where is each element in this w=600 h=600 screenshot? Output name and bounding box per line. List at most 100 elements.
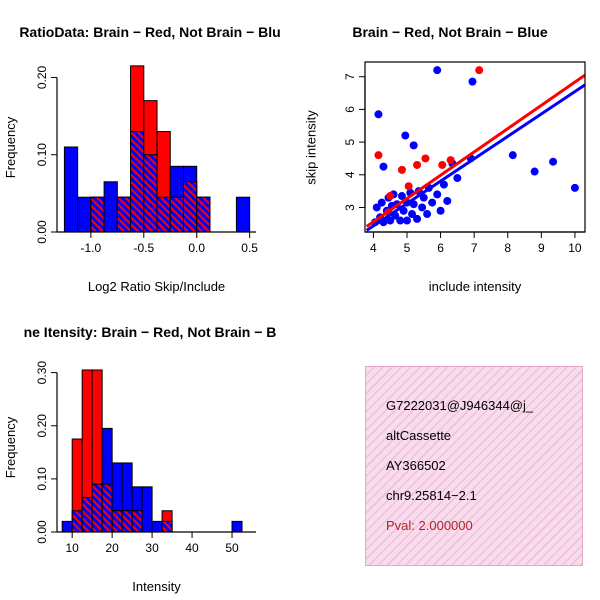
info-line-accession: AY366502 xyxy=(386,458,446,473)
scatter-points xyxy=(374,66,484,217)
y-tick-label: 5 xyxy=(343,138,357,145)
x-axis: -1.0 -0.5 0.0 0.5 xyxy=(57,231,258,255)
hist-ratio-plot: -1.0 -0.5 0.0 0.5 0.00 0.10 0.20 xyxy=(35,65,258,255)
hist-bar-overlap xyxy=(101,483,113,533)
x-tick-label: 10 xyxy=(568,241,582,255)
hist-bar-overlap xyxy=(143,154,158,233)
data-point xyxy=(374,110,383,119)
x-axis: 4 5 6 7 8 9 10 xyxy=(365,231,585,255)
hist-bar-blue xyxy=(235,196,251,233)
data-point xyxy=(396,216,405,225)
hist-intensity-plot: 10 20 30 40 50 0.00 0.10 0.20 0.30 xyxy=(35,361,256,555)
data-point xyxy=(549,157,558,166)
data-point xyxy=(468,77,477,86)
data-point xyxy=(402,216,411,225)
x-tick-label: 5 xyxy=(404,241,411,255)
y-tick-label: 7 xyxy=(343,73,357,80)
data-point xyxy=(386,192,395,201)
hist-ratio-title: RatioData: Brain − Red, Not Brain − Blu xyxy=(19,24,281,40)
data-point xyxy=(377,198,386,207)
x-tick-label: 0.5 xyxy=(241,241,258,255)
not-brain-fit xyxy=(365,83,585,232)
histogram-bars xyxy=(63,65,251,233)
data-point xyxy=(443,196,452,205)
scatter-title: Brain − Red, Not Brain − Blue xyxy=(352,24,548,40)
data-point xyxy=(433,190,442,199)
x-tick-label: 50 xyxy=(225,541,239,555)
data-point xyxy=(453,174,462,183)
fit-lines xyxy=(365,73,585,232)
histogram-bars xyxy=(61,369,243,533)
data-point xyxy=(418,203,427,212)
panel-scatter: Brain − Red, Not Brain − Blue skip inten… xyxy=(300,0,600,300)
x-tick-label: 6 xyxy=(437,241,444,255)
hist-bar-overlap xyxy=(81,496,93,533)
x-tick-label: 0.0 xyxy=(188,241,205,255)
scatter-plot: 4 5 6 7 8 9 10 3 4 5 6 7 xyxy=(343,61,586,255)
info-line-locus: chr9.25814−2.1 xyxy=(386,488,477,503)
y-tick-label: 0.00 xyxy=(35,520,49,544)
panel-hist-ratio: RatioData: Brain − Red, Not Brain − Blu … xyxy=(0,0,300,300)
x-tick-label: 20 xyxy=(105,541,119,555)
hist-bar-overlap xyxy=(156,196,171,233)
hist-intensity-x-axis-label: Intensity xyxy=(132,579,181,594)
hist-bar-blue xyxy=(151,520,163,533)
data-point xyxy=(409,200,418,209)
hist-bar-overlap xyxy=(130,131,145,233)
x-tick-label: -0.5 xyxy=(133,241,154,255)
data-point xyxy=(508,151,517,160)
hist-bar-overlap xyxy=(116,196,132,233)
hist-ratio-x-axis-label: Log2 Ratio Skip/Include xyxy=(87,279,226,294)
y-tick-label: 0.10 xyxy=(35,467,49,491)
hist-bar-overlap xyxy=(161,520,173,533)
y-tick-label: 0.00 xyxy=(35,220,49,244)
hist-bar-overlap xyxy=(131,510,143,533)
data-point xyxy=(438,160,447,169)
y-tick-label: 6 xyxy=(343,106,357,113)
hist-bar-overlap xyxy=(90,196,105,233)
hist-bar-blue xyxy=(77,196,92,233)
scatter-content xyxy=(365,66,585,232)
data-point xyxy=(419,193,428,202)
data-point xyxy=(423,210,432,219)
data-point xyxy=(436,206,445,215)
hist-bar-blue xyxy=(61,520,73,533)
data-point xyxy=(374,151,383,160)
x-axis: 10 20 30 40 50 xyxy=(57,531,256,555)
hist-bar-blue xyxy=(103,181,118,233)
data-point xyxy=(446,156,455,165)
x-tick-label: 40 xyxy=(185,541,199,555)
data-point xyxy=(397,165,406,174)
hist-bar-overlap xyxy=(169,196,184,233)
hist-bar-overlap xyxy=(71,510,83,533)
x-tick-label: 4 xyxy=(370,241,377,255)
info-line-event-type: altCassette xyxy=(386,428,452,443)
y-axis: 3 4 5 6 7 xyxy=(343,73,366,211)
panel-info: G7222031@J946344@j_ altCassette AY366502… xyxy=(300,300,600,600)
data-point xyxy=(475,66,484,75)
y-tick-label: 3 xyxy=(343,204,357,211)
hist-bar-overlap xyxy=(111,510,123,533)
x-tick-label: 7 xyxy=(471,241,478,255)
y-tick-label: 0.20 xyxy=(35,414,49,438)
data-point xyxy=(386,216,395,225)
data-point xyxy=(372,203,381,212)
brain-fit xyxy=(365,73,585,228)
data-point xyxy=(530,167,539,176)
data-point xyxy=(570,183,579,192)
data-point xyxy=(421,154,430,163)
x-tick-label: 30 xyxy=(145,541,159,555)
panel-hist-intensity: ne Itensity: Brain − Red, Not Brain − B … xyxy=(0,300,300,600)
x-tick-label: 9 xyxy=(538,241,545,255)
data-point xyxy=(433,66,442,75)
y-axis: 0.00 0.10 0.20 0.30 xyxy=(35,361,58,544)
scatter-x-axis-label: include intensity xyxy=(428,279,522,294)
y-tick-label: 4 xyxy=(343,171,357,178)
x-tick-label: -1.0 xyxy=(81,241,102,255)
y-tick-label: 0.20 xyxy=(35,65,49,89)
data-point xyxy=(379,162,388,171)
info-line-pval: Pval: 2.000000 xyxy=(386,518,473,533)
data-point xyxy=(413,160,422,169)
info-line-probe-id: G7222031@J946344@j_ xyxy=(386,398,534,413)
info-box: G7222031@J946344@j_ altCassette AY366502… xyxy=(365,366,583,566)
